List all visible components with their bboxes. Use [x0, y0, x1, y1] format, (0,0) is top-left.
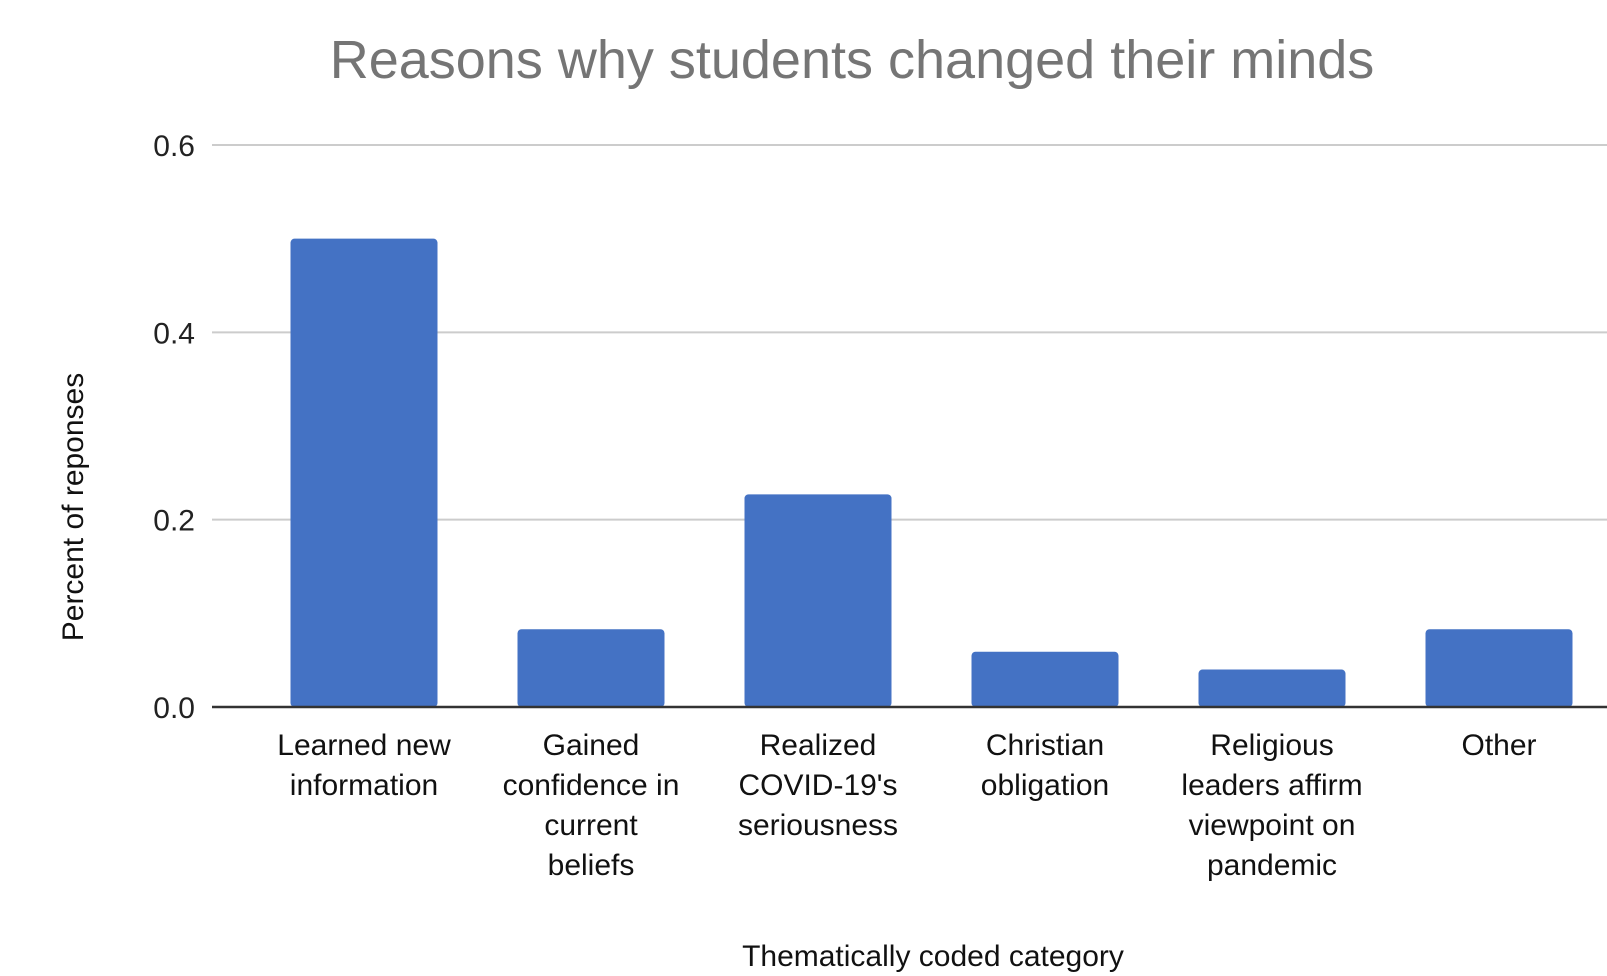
x-category-line: viewpoint on [1189, 809, 1356, 842]
bar [290, 238, 438, 707]
y-axis-title: Percent of reponses [57, 373, 90, 642]
y-axis-ticks: 0.0 0.2 0.4 0.6 [153, 130, 195, 725]
x-category-line: current [544, 809, 638, 842]
x-axis-title: Thematically coded category [742, 940, 1124, 973]
y-tick-label: 0.4 [153, 317, 195, 350]
x-axis-categories: Learned new information Gained confidence i… [277, 729, 1536, 882]
x-category-line: COVID-19's [738, 769, 897, 802]
x-category-line: obligation [981, 769, 1109, 802]
x-category-line: Learned new [277, 729, 451, 762]
x-category-line: leaders affirm [1181, 769, 1362, 802]
x-category-line: beliefs [548, 849, 635, 882]
x-category-line: pandemic [1207, 849, 1337, 882]
x-category-label: Other [1461, 729, 1536, 762]
x-category-line: Realized [760, 729, 877, 762]
x-category-label: Religious leaders affirm viewpoint on pande… [1181, 729, 1362, 882]
bar [1425, 629, 1573, 707]
bar [971, 651, 1119, 707]
x-category-line: Religious [1210, 729, 1333, 762]
x-category-line: Gained [543, 729, 640, 762]
bar [1198, 669, 1346, 707]
x-category-label: Learned new information [277, 729, 451, 802]
bar [517, 629, 665, 707]
x-category-line: Other [1461, 729, 1536, 762]
x-category-line: seriousness [738, 809, 898, 842]
x-category-label: Christian obligation [981, 729, 1109, 802]
gridlines [212, 144, 1607, 521]
y-tick-label: 0.0 [153, 692, 195, 725]
bars [290, 238, 1573, 707]
bar [744, 494, 892, 707]
y-tick-label: 0.2 [153, 505, 195, 538]
x-category-line: information [290, 769, 438, 802]
x-category-line: confidence in [503, 769, 680, 802]
y-tick-label: 0.6 [153, 130, 195, 163]
x-category-label: Realized COVID-19's seriousness [738, 729, 898, 842]
chart-title: Reasons why students changed their minds [330, 30, 1375, 90]
x-category-label: Gained confidence in current beliefs [503, 729, 680, 882]
x-category-line: Christian [986, 729, 1104, 762]
